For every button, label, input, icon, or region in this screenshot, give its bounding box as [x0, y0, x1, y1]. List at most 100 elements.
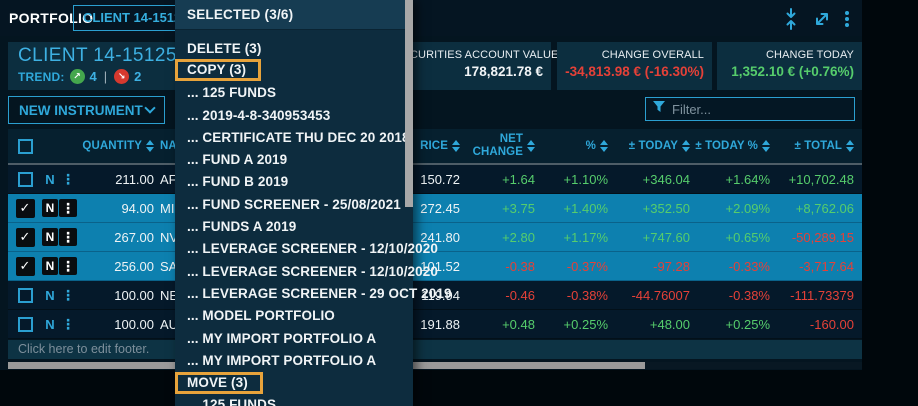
menu-item-label: ... LEVERAGE SCREENER - 12/10/2020: [187, 263, 438, 279]
cell-today-percent: +0.65%: [725, 229, 770, 245]
expand-icon[interactable]: [812, 9, 832, 29]
row-menu-icon[interactable]: ⋮: [59, 228, 77, 246]
cell-today-percent: +0.25%: [725, 316, 770, 332]
menu-item[interactable]: ... 125 FUNDS: [175, 82, 413, 104]
cell-net-change: +0.48: [502, 316, 535, 332]
row-checkbox[interactable]: ✓: [15, 227, 35, 247]
menu-item-label: ... LEVERAGE SCREENER - 29 OCT 2019: [187, 285, 452, 301]
cell-total: +10,702.48: [788, 171, 854, 187]
cell-today: +747.60: [642, 229, 690, 245]
cell-today: +48.00: [649, 316, 690, 332]
row-checkbox[interactable]: ✓: [15, 198, 35, 218]
new-badge: N: [45, 171, 55, 187]
menu-item[interactable]: ... LEVERAGE SCREENER - 29 OCT 2019: [175, 282, 451, 304]
trend-up-icon: ↗: [69, 69, 85, 84]
row-menu-icon[interactable]: ⋮: [59, 257, 77, 275]
menu-item[interactable]: DELETE (3): [175, 37, 413, 59]
column-label: ± TODAY: [628, 139, 678, 152]
cell-price: 119.94: [421, 287, 460, 303]
menu-item-highlight-box: COPY (3): [175, 59, 262, 82]
sort-icon: [846, 139, 854, 152]
trend-divider: |: [103, 69, 108, 84]
menu-item[interactable]: ... LEVERAGE SCREENER - 12/10/2020: [175, 238, 438, 260]
row-menu-icon[interactable]: ⋮: [61, 316, 75, 332]
cell-quantity: 100.00: [114, 287, 154, 303]
row-menu-icon[interactable]: ⋮: [61, 287, 75, 303]
table-row[interactable]: ✓ N ⋮ 267.00 NV 241.80 +2.80 +1.17% +747…: [8, 223, 862, 252]
menu-item[interactable]: ... FUND SCREENER - 25/08/2021: [175, 193, 413, 215]
new-instrument-button[interactable]: NEW INSTRUMENT: [8, 96, 165, 124]
column-label: NA: [160, 139, 177, 152]
column-header[interactable]: QUANTITY: [78, 140, 154, 153]
table-row[interactable]: N ⋮ 211.00 AF 150.72 +1.64 +1.10% +346.0…: [8, 165, 862, 194]
table-row[interactable]: N ⋮ 100.00 AU 191.88 +0.48 +0.25% +48.00…: [8, 310, 862, 339]
cell-name: NV: [160, 229, 179, 245]
trend-up-count: 4: [89, 69, 97, 84]
column-header[interactable]: %: [535, 140, 608, 153]
menu-item[interactable]: ... 125 FUNDS: [175, 394, 413, 406]
menu-item[interactable]: ... FUND B 2019: [175, 171, 413, 193]
trend-label: TREND:: [18, 69, 65, 84]
column-header[interactable]: ± TODAY %: [690, 140, 770, 153]
menu-scrollbar[interactable]: [405, 0, 413, 207]
menu-item[interactable]: ... MODEL PORTFOLIO: [175, 305, 413, 327]
menu-item[interactable]: ... MY IMPORT PORTFOLIO A: [175, 327, 413, 349]
column-header[interactable]: ± TOTAL: [770, 140, 854, 153]
menu-item[interactable]: COPY (3): [175, 59, 413, 82]
stat-label: CHANGE OVERALL: [601, 49, 704, 61]
cell-percent: +1.17%: [563, 229, 608, 245]
menu-item[interactable]: ... 2019-4-8-340953453: [175, 104, 413, 126]
row-checkbox[interactable]: [17, 316, 33, 332]
filter-input[interactable]: [672, 101, 848, 117]
cell-percent: -0.37%: [566, 258, 608, 274]
cell-today-percent: -0.33%: [728, 258, 770, 274]
collapse-vertical-icon[interactable]: [783, 8, 799, 30]
cell-quantity: 211.00: [115, 171, 154, 187]
column-label: ± TOTAL: [794, 139, 842, 152]
column-header[interactable]: RICE: [400, 140, 460, 153]
row-menu-icon[interactable]: ⋮: [59, 199, 77, 217]
client-selector[interactable]: CLIENT 14-1512: [73, 5, 185, 31]
table-row[interactable]: ✓ N ⋮ 94.00 MI 272.45 +3.75 +1.40% +352.…: [8, 194, 862, 223]
cell-today-percent: +1.64%: [725, 171, 770, 187]
select-all-checkbox[interactable]: [17, 138, 33, 154]
sort-icon: [682, 139, 690, 152]
cell-today-percent: -0.38%: [728, 287, 770, 303]
new-badge: N: [42, 257, 58, 275]
cell-today: -44.76007: [631, 287, 690, 303]
kebab-menu-icon[interactable]: [845, 11, 849, 15]
row-checkbox[interactable]: [17, 287, 33, 303]
menu-item-label: ... 125 FUNDS: [187, 397, 277, 406]
row-checkbox[interactable]: [17, 171, 33, 187]
column-header[interactable]: NA: [154, 140, 400, 153]
menu-item-label: ... MY IMPORT PORTFOLIO A: [187, 330, 377, 346]
menu-item[interactable]: ... MY IMPORT PORTFOLIO A: [175, 349, 413, 371]
h-scrollbar[interactable]: [8, 362, 862, 369]
table-row[interactable]: N ⋮ 100.00 NE 119.94 -0.46 -0.38% -44.76…: [8, 281, 862, 310]
menu-item[interactable]: MOVE (3): [175, 371, 413, 394]
menu-item[interactable]: ... CERTIFICATE THU DEC 20 2018: [175, 126, 413, 148]
cell-name: AF: [160, 171, 177, 187]
cell-price: 101.52: [420, 258, 460, 274]
stat-label: CURITIES ACCOUNT VALUE: [410, 49, 559, 61]
top-bar: PORTFOLIO CLIENT 14-1512: [0, 0, 862, 36]
cell-name: SA: [160, 258, 178, 274]
menu-item[interactable]: ... LEVERAGE SCREENER - 12/10/2020: [175, 260, 438, 282]
table-footer[interactable]: Click here to edit footer.: [8, 340, 862, 359]
context-menu: SELECTED (3/6) DELETE (3) COPY (3) ... 1…: [175, 0, 451, 406]
table-row[interactable]: ✓ N ⋮ 256.00 SA 101.52 -0.38 -0.37% -97.…: [8, 252, 862, 281]
menu-item[interactable]: ... FUND A 2019: [175, 148, 413, 170]
new-badge: N: [42, 199, 58, 217]
row-menu-icon[interactable]: ⋮: [61, 171, 75, 187]
column-header[interactable]: ± TODAY: [608, 140, 690, 153]
column-header[interactable]: NET CHANGE: [460, 133, 535, 158]
menu-item-label: ... FUND SCREENER - 25/08/2021: [187, 196, 401, 212]
menu-item-label: ... LEVERAGE SCREENER - 12/10/2020: [187, 241, 438, 257]
cell-quantity: 94.00: [121, 200, 154, 216]
cell-net-change: +2.80: [502, 229, 535, 245]
menu-item[interactable]: ... FUNDS A 2019: [175, 215, 413, 237]
cell-name: NE: [160, 287, 179, 303]
stat-value: -34,813.98 € (-16.30%): [565, 64, 704, 79]
row-checkbox[interactable]: ✓: [15, 256, 35, 276]
